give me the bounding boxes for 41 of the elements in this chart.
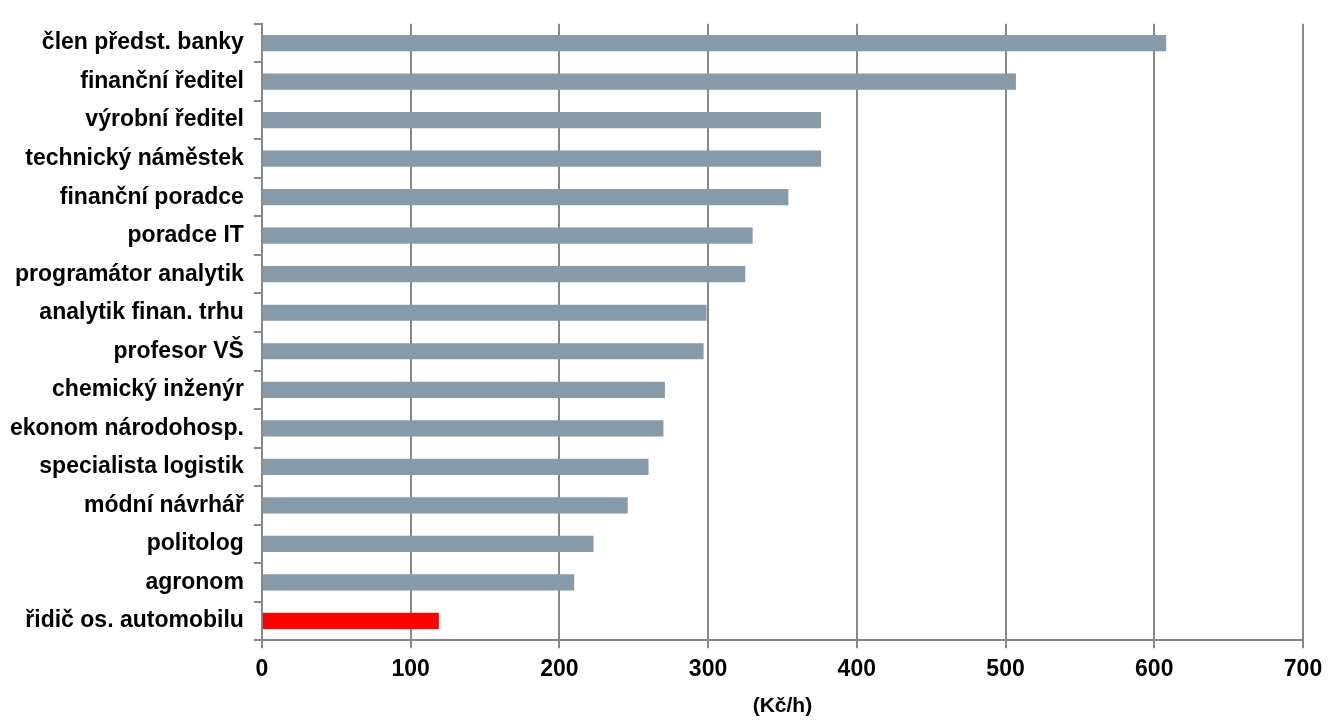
y-tick-label: analytik finan. trhu	[39, 298, 244, 325]
bar	[262, 304, 707, 321]
y-tick-label: agronom	[145, 567, 244, 594]
x-tick-label: 0	[255, 655, 269, 682]
bar	[262, 73, 1016, 90]
x-tick-label: 100	[391, 655, 430, 682]
x-tick-label: 600	[1135, 655, 1174, 682]
bar	[262, 381, 665, 398]
x-tick-label: 400	[837, 655, 876, 682]
bar	[262, 497, 628, 514]
x-axis-title: (Kč/h)	[752, 693, 813, 717]
bar	[262, 574, 575, 591]
y-tick-label: finanční ředitel	[80, 66, 244, 93]
y-tick-label: výrobní ředitel	[85, 105, 244, 132]
bar	[262, 612, 439, 630]
x-tick-label: 200	[540, 655, 579, 682]
y-tick-label: specialista logistik	[39, 452, 245, 479]
y-tick-label: chemický inženýr	[52, 375, 244, 402]
x-tick-label: 300	[688, 655, 728, 682]
bar	[262, 420, 664, 437]
y-tick-label: člen předst. banky	[41, 28, 245, 55]
y-tick-label: ekonom národohosp.	[10, 413, 244, 440]
bar	[262, 458, 649, 475]
y-tick-label: poradce IT	[127, 221, 244, 248]
y-tick-label: módní návrhář	[84, 490, 244, 517]
bar	[262, 227, 753, 244]
y-tick-label: finanční poradce	[59, 182, 244, 209]
bar	[262, 343, 704, 360]
bar	[262, 535, 594, 552]
y-tick-label: profesor VŠ	[113, 335, 244, 363]
y-tick-label: technický náměstek	[25, 143, 245, 170]
bar	[262, 150, 822, 167]
x-tick-label: 700	[1283, 655, 1323, 682]
bar	[262, 112, 822, 129]
bar	[262, 266, 746, 283]
y-tick-label: řidič os. automobilu	[25, 606, 244, 633]
y-tick-label: politolog	[146, 529, 244, 556]
y-tick-label: programátor analytik	[15, 259, 245, 286]
bar	[262, 34, 1167, 52]
bar	[262, 189, 789, 206]
x-tick-label: 500	[986, 655, 1025, 682]
